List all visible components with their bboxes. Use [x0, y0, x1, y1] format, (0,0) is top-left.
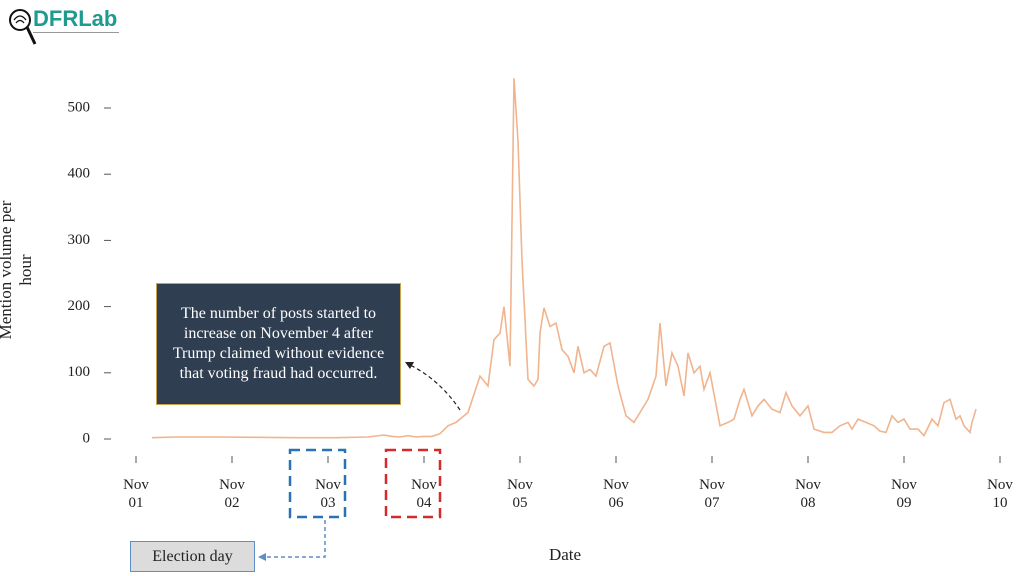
y-tick-label: 0 — [83, 430, 91, 446]
line — [151, 78, 977, 439]
logo-icon — [9, 9, 37, 45]
y-tick-label: 500 — [68, 99, 91, 115]
highlight-box — [384, 448, 442, 519]
x-tick-label: Nov 08 — [795, 477, 821, 511]
annotation: The number of posts started to increase … — [156, 283, 401, 405]
arrow — [262, 520, 326, 558]
x-tick-label: Nov 06 — [603, 477, 629, 511]
x-tick-label: Nov 09 — [891, 477, 917, 511]
x-tick-label: Nov 07 — [699, 477, 725, 511]
annotation: Election day — [130, 541, 255, 572]
x-axis-label: Date — [548, 545, 582, 564]
arrowhead — [405, 362, 414, 369]
x-tick-label: Nov 05 — [507, 477, 533, 511]
y-axis-label: Mention volume per hour — [0, 200, 35, 340]
highlight-box — [288, 448, 347, 519]
arrow — [409, 364, 461, 411]
x-tick-label: Nov 02 — [219, 477, 245, 511]
arrowhead — [258, 553, 266, 561]
y-tick-label: 200 — [68, 298, 91, 314]
x-tick-label: Nov 01 — [123, 477, 149, 511]
x-tick-label: Nov 10 — [987, 477, 1013, 511]
y-tick-label: 300 — [68, 232, 91, 248]
y-tick-label: 100 — [68, 364, 91, 380]
logo: DFRLab — [33, 6, 120, 33]
x-tick-label: Nov 04 — [411, 477, 437, 511]
y-tick-label: 400 — [68, 166, 91, 182]
x-tick-label: Nov 03 — [315, 477, 341, 511]
